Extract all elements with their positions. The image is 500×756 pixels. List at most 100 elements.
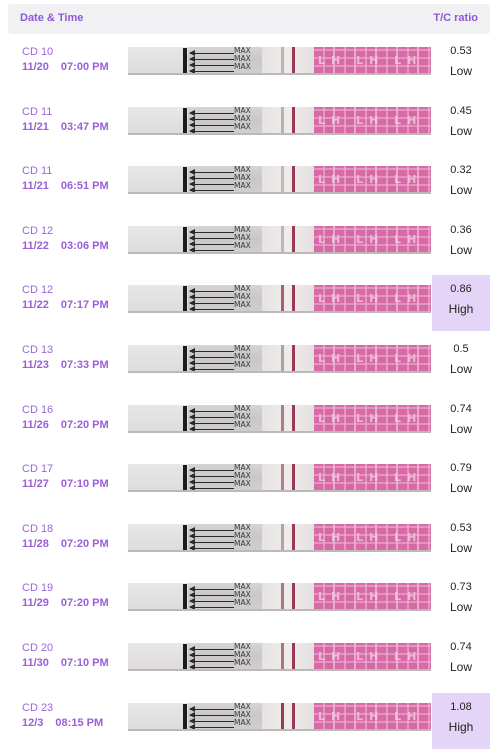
- max-label: MAX: [234, 166, 251, 174]
- tc-ratio-value: 0.86: [450, 283, 472, 295]
- tc-ratio-cell: 1.08 High: [432, 693, 490, 749]
- control-line: [292, 47, 295, 73]
- max-labels: MAX MAX MAX: [234, 464, 251, 488]
- max-label: MAX: [234, 590, 251, 599]
- tc-ratio-header: T/C ratio: [433, 12, 478, 24]
- lh-mark: LH: [394, 531, 423, 544]
- cycle-day: CD 19: [22, 582, 54, 594]
- arrow-left-icon: [189, 718, 234, 724]
- max-label: MAX: [234, 524, 251, 532]
- lh-level: High: [448, 720, 474, 734]
- test-line: [281, 703, 284, 729]
- test-date: 11/20: [22, 61, 49, 73]
- strip-absorbent-pad: LH LH LH LH: [314, 643, 431, 669]
- test-date: 11/30: [22, 657, 49, 669]
- max-label: MAX: [234, 62, 251, 71]
- test-time: 06:51 PM: [60, 180, 109, 192]
- test-time: 07:17 PM: [60, 299, 109, 311]
- lh-level: Low: [449, 600, 472, 614]
- control-line: [292, 166, 295, 192]
- test-time: 07:20 PM: [60, 597, 109, 609]
- strip-wrapper: [128, 345, 188, 371]
- arrow-left-icon: [189, 366, 234, 371]
- test-date: 11/22: [22, 299, 49, 311]
- strip-handle-bar: [183, 346, 187, 371]
- arrow-left-icon: [189, 360, 234, 366]
- max-label: MAX: [234, 122, 251, 131]
- tc-ratio-value: 1.08: [450, 701, 472, 713]
- tc-ratio-value: 0.5: [453, 343, 469, 355]
- arrow-left-icon: [189, 473, 234, 479]
- test-time: 07:33 PM: [60, 359, 109, 371]
- arrow-left-icon: [189, 128, 234, 133]
- lh-mark: LH: [318, 114, 347, 127]
- tc-ratio-cell: 0.36 Low: [432, 216, 490, 272]
- max-label: MAX: [234, 241, 251, 250]
- tc-ratio-cell: 0.53 Low: [432, 37, 490, 93]
- arrow-icons: [189, 287, 234, 311]
- strip-wrapper: [128, 583, 188, 609]
- strip-wrapper: [128, 285, 188, 311]
- lh-mark: LH: [318, 650, 347, 663]
- max-label: MAX: [234, 47, 251, 55]
- arrow-left-icon: [189, 116, 234, 122]
- max-label: MAX: [234, 710, 251, 719]
- test-line: [281, 643, 284, 669]
- arrow-left-icon: [189, 646, 234, 652]
- test-datetime: 11/28 07:20 PM: [22, 538, 109, 550]
- test-time: 07:10 PM: [60, 478, 109, 490]
- max-labels: MAX MAX MAX: [234, 226, 251, 250]
- max-labels: MAX MAX MAX: [234, 47, 251, 71]
- arrow-left-icon: [189, 712, 234, 718]
- arrow-icons: [189, 228, 234, 252]
- test-line: [281, 524, 284, 550]
- arrow-left-icon: [189, 592, 234, 598]
- lh-pattern: LH LH LH LH: [318, 471, 431, 484]
- lh-mark: LH: [356, 471, 385, 484]
- tc-ratio-value: 0.73: [450, 581, 472, 593]
- arrow-left-icon: [189, 604, 234, 609]
- arrow-left-icon: [189, 56, 234, 62]
- tc-ratio-value: 0.53: [450, 522, 472, 534]
- test-datetime: 12/3 08:15 PM: [22, 717, 103, 729]
- strip-absorbent-pad: LH LH LH LH: [314, 47, 431, 73]
- test-line: [281, 47, 284, 73]
- lh-pattern: LH LH LH LH: [318, 114, 431, 127]
- arrow-icons: [189, 585, 234, 609]
- strip-absorbent-pad: LH LH LH LH: [314, 583, 431, 609]
- test-line: [281, 226, 284, 252]
- lh-mark: LH: [318, 710, 347, 723]
- lh-pattern: LH LH LH LH: [318, 412, 431, 425]
- max-label: MAX: [234, 114, 251, 123]
- arrow-left-icon: [189, 724, 234, 729]
- lh-level: Low: [449, 541, 472, 555]
- cycle-day: CD 12: [22, 284, 54, 296]
- strip-handle-bar: [183, 108, 187, 133]
- test-datetime: 11/27 07:10 PM: [22, 478, 109, 490]
- strip-wrapper: [128, 47, 188, 73]
